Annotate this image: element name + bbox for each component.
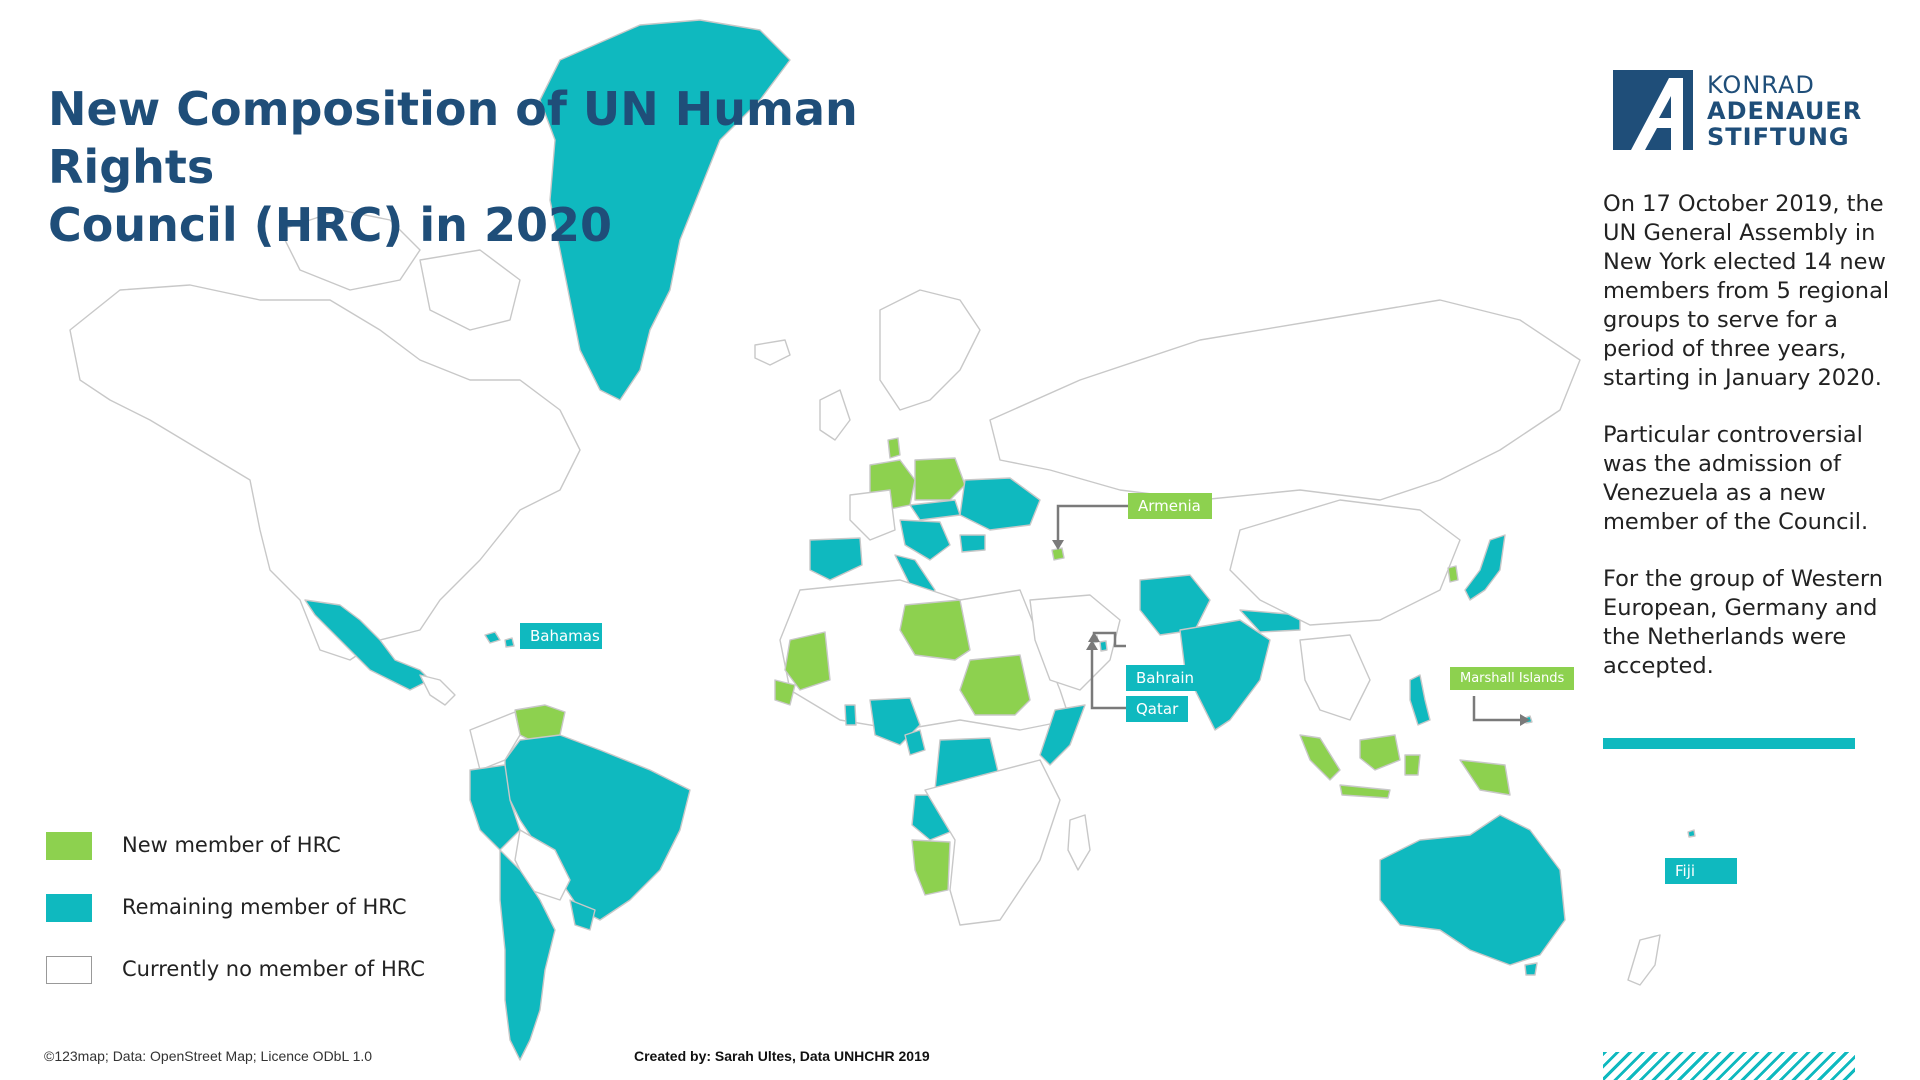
netherlands — [887, 437, 901, 459]
bahrain-arrowhead — [1088, 632, 1100, 642]
iceland — [754, 339, 791, 366]
logo-line-3: STIFTUNG — [1707, 123, 1850, 151]
qatar-arrowhead — [1086, 640, 1098, 650]
indochina — [1299, 634, 1371, 721]
legend-swatch-remaining — [46, 894, 92, 922]
fiji — [1687, 829, 1696, 838]
somalia — [1039, 704, 1086, 766]
description-panel: On 17 October 2019, the UN General Assem… — [1603, 190, 1913, 709]
china-region — [1229, 499, 1461, 626]
indonesia-java — [1339, 784, 1391, 799]
poland — [914, 457, 966, 501]
logo-line-2: ADENAUER — [1707, 97, 1863, 125]
australia — [1379, 814, 1566, 966]
north-america-landmass — [69, 284, 581, 661]
new-zealand — [1627, 934, 1661, 986]
chile-argentina — [499, 849, 556, 1061]
kas-logo: KONRAD ADENAUER STIFTUNG — [1613, 70, 1873, 150]
cameroon — [904, 729, 926, 756]
tasmania — [1524, 962, 1538, 976]
southern-africa — [924, 759, 1061, 926]
sudan — [959, 654, 1031, 716]
callout-armenia: Armenia — [1128, 493, 1212, 519]
logo-line-1: KONRAD — [1707, 71, 1815, 99]
madagascar — [1067, 814, 1091, 871]
ukraine — [959, 477, 1041, 531]
qatar-arrow — [1090, 645, 1126, 710]
mauritania — [784, 631, 831, 691]
uk — [819, 389, 851, 441]
namibia — [911, 839, 951, 896]
canada-arctic-islands — [279, 209, 421, 291]
senegal — [774, 679, 796, 706]
togo — [844, 704, 857, 726]
callout-bahrain: Bahrain — [1126, 665, 1206, 691]
callout-marshall-islands: Marshall Islands — [1450, 667, 1574, 690]
south-korea — [1447, 565, 1459, 583]
armenia-arrowhead — [1052, 540, 1064, 550]
libya — [899, 599, 971, 661]
hudson-region — [419, 249, 521, 331]
arabia — [1029, 594, 1121, 691]
spain — [809, 537, 863, 581]
central-america — [419, 674, 456, 706]
indonesia-sulawesi — [1404, 754, 1421, 776]
description-paragraph: Particular controversial was the admissi… — [1603, 422, 1869, 535]
description-paragraph: On 17 October 2019, the UN General Assem… — [1603, 191, 1890, 391]
austria-croatia — [899, 519, 951, 561]
map-source-credit: ©123map; Data: OpenStreet Map; Licence O… — [44, 1048, 373, 1064]
callout-fiji: Fiji — [1665, 858, 1737, 884]
kas-logo-text: KONRAD ADENAUER STIFTUNG — [1707, 72, 1862, 150]
afghanistan-pakistan — [1139, 574, 1211, 636]
callout-qatar: Qatar — [1126, 696, 1188, 722]
japan — [1464, 534, 1506, 601]
page-title: New Composition of UN Human Rights Counc… — [48, 80, 1008, 254]
france — [849, 489, 896, 541]
uruguay — [569, 899, 596, 931]
mexico — [304, 599, 431, 691]
greenland — [539, 19, 791, 401]
philippines — [1409, 674, 1431, 726]
author-credit: Created by: Sarah Ultes, Data UNHCHR 201… — [634, 1048, 930, 1064]
accent-bar — [1603, 738, 1855, 749]
armenia-arrow — [1056, 504, 1128, 548]
indonesia-west — [1299, 734, 1341, 781]
legend-swatch-none — [46, 956, 92, 984]
legend-label: Remaining member of HRC — [122, 895, 407, 919]
hatch-decoration — [1603, 1052, 1855, 1080]
nepal-bangladesh — [1239, 609, 1301, 633]
title-line-2: Council (HRC) in 2020 — [48, 198, 612, 252]
brazil — [504, 734, 691, 921]
indonesia-borneo — [1359, 734, 1401, 771]
legend-label: New member of HRC — [122, 833, 341, 857]
marshall-arrowhead — [1520, 714, 1530, 726]
description-paragraph: For the group of Western European, Germa… — [1603, 566, 1883, 679]
kas-logo-mark-icon — [1613, 70, 1693, 150]
callout-bahamas: Bahamas — [520, 623, 602, 649]
legend-swatch-new — [46, 832, 92, 860]
bulgaria — [959, 534, 986, 553]
papua — [1459, 759, 1511, 796]
qatar — [1099, 640, 1108, 652]
scandinavia — [879, 289, 981, 411]
russia — [989, 299, 1581, 501]
czechia-slovakia — [909, 499, 961, 521]
bahamas — [484, 631, 515, 648]
marshall-arrow — [1472, 696, 1525, 722]
south-america-north — [469, 711, 521, 771]
peru — [469, 764, 521, 851]
legend-label: Currently no member of HRC — [122, 957, 425, 981]
title-line-1: New Composition of UN Human Rights — [48, 82, 858, 194]
